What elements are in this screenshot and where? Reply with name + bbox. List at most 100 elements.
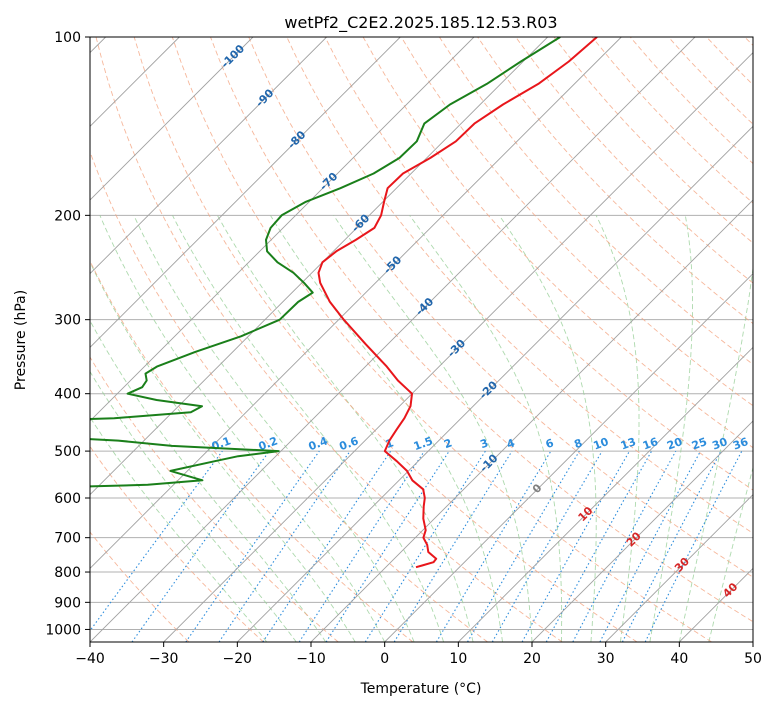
- mixing-ratio-line: [262, 450, 392, 642]
- isotherm-line: [531, 420, 753, 642]
- y-tick-label: 1000: [45, 622, 81, 638]
- dry-adiabat: [248, 37, 753, 578]
- moist-adiabat: [90, 260, 356, 642]
- dry-adiabat: [362, 37, 753, 449]
- moist-adiabat: [99, 215, 386, 642]
- dry-adiabats: [90, 37, 753, 642]
- mixing-ratio-line: [393, 450, 513, 642]
- mixing-ratio-line: [298, 450, 425, 642]
- moist-adiabat: [90, 370, 297, 642]
- isotherm-line: [384, 273, 753, 642]
- isotherm-label: -30: [445, 336, 468, 359]
- dry-adiabat: [706, 37, 753, 86]
- plot-frame: [89, 36, 754, 643]
- dry-adiabat: [133, 37, 638, 642]
- moist-adiabat: [409, 215, 563, 642]
- pressure-grid: [90, 36, 753, 630]
- isotherm-label: 10: [576, 504, 596, 524]
- dry-adiabat: [95, 37, 563, 642]
- x-tick-label: 10: [449, 651, 467, 667]
- isotherm-line: [90, 37, 622, 569]
- y-tick-label: 500: [54, 444, 81, 460]
- x-tick-label: 50: [744, 651, 762, 667]
- isotherm-label: 0: [530, 481, 545, 496]
- mixing-ratio-line: [467, 450, 580, 642]
- dry-adiabat: [668, 37, 753, 125]
- dry-adiabat: [515, 37, 753, 284]
- mixing-ratio-label: 36: [731, 435, 750, 453]
- moist-adiabat: [649, 215, 693, 642]
- mixing-ratio-line: [131, 450, 270, 642]
- dry-adiabat: [439, 37, 753, 365]
- dry-adiabat: [90, 150, 488, 642]
- mixing-ratio-line: [364, 450, 486, 642]
- temperature-profile: [317, 37, 598, 569]
- mixing-ratio-lines: [90, 450, 743, 642]
- mixing-ratio-label: 0.2: [257, 434, 280, 453]
- mixing-ratio-label: 4: [505, 436, 517, 451]
- dry-adiabat: [90, 445, 264, 642]
- dry-adiabat: [324, 37, 753, 491]
- y-tick-label: 700: [54, 531, 81, 547]
- mixing-ratio-label: 30: [710, 435, 729, 453]
- y-axis-title: Pressure (hPa): [13, 290, 29, 390]
- y-tick-label: 900: [54, 595, 81, 611]
- moist-adiabat: [90, 319, 327, 642]
- y-tick-label: 600: [54, 491, 81, 507]
- moist-adiabat: [708, 465, 753, 642]
- mixing-ratio-line: [185, 450, 320, 642]
- dry-adiabat: [744, 37, 753, 47]
- mixing-ratio-label: 0.1: [210, 434, 233, 453]
- moist-adiabat: [133, 215, 415, 642]
- dry-adiabat: [90, 531, 190, 642]
- isotherm-label: -50: [381, 253, 404, 276]
- mixing-ratio-label: 0.6: [338, 434, 361, 453]
- isotherm-line: [90, 37, 548, 496]
- isotherm-line: [458, 346, 753, 642]
- moist-adiabat: [498, 215, 597, 642]
- dry-adiabat: [90, 356, 339, 642]
- mixing-ratio-label: 1.5: [412, 434, 435, 453]
- mixing-ratio-line: [644, 450, 743, 642]
- y-tick-label: 100: [54, 30, 81, 46]
- isotherm-line: [90, 37, 254, 201]
- mixing-ratio-label: 8: [572, 436, 584, 451]
- moist-adiabats: [90, 215, 753, 642]
- dry-adiabat: [400, 37, 753, 407]
- x-tick-label: −20: [223, 651, 253, 667]
- moist-adiabat: [172, 215, 445, 642]
- isotherm-line: [679, 567, 753, 642]
- y-axis-ticks: 100 200 300 400 500 600 700 800 900 1000: [45, 30, 90, 638]
- mixing-ratio-line: [621, 450, 722, 642]
- isotherm-line: [605, 494, 753, 642]
- dry-adiabat: [90, 259, 414, 642]
- mixing-ratio-label: 10: [592, 435, 611, 453]
- isotherm-label: -100: [219, 42, 248, 71]
- mixing-ratio-line: [325, 450, 450, 642]
- mixing-ratio-label: 2: [442, 436, 454, 451]
- profiles: [90, 37, 598, 569]
- mixing-ratio-line: [572, 450, 677, 642]
- isotherm-label: -80: [285, 128, 308, 151]
- mixing-ratio-labels: 0.1 0.2 0.4 0.6 1 1.5 2 3 4 6 8 10 13 16 20 25 30 36: [210, 434, 750, 453]
- mixing-ratio-label: 25: [690, 435, 709, 452]
- x-tick-label: 0: [380, 651, 389, 667]
- moist-adiabat: [678, 264, 753, 642]
- mixing-ratio-line: [599, 450, 701, 642]
- moist-adiabat: [595, 215, 640, 642]
- dry-adiabat: [171, 37, 712, 642]
- dewpoint-profile: [90, 37, 561, 488]
- isotherms: [90, 37, 753, 642]
- moist-adiabat: [90, 416, 268, 642]
- x-tick-label: 40: [670, 651, 688, 667]
- mixing-ratio-label: 3: [478, 436, 490, 451]
- moist-adiabat: [333, 215, 533, 642]
- isotherm-line: [752, 641, 753, 642]
- y-tick-label: 300: [54, 313, 81, 329]
- x-tick-label: −30: [149, 651, 179, 667]
- x-axis-title: Temperature (°C): [360, 681, 482, 697]
- y-tick-label: 200: [54, 208, 81, 224]
- mixing-ratio-line: [218, 450, 351, 642]
- x-tick-label: 20: [523, 651, 541, 667]
